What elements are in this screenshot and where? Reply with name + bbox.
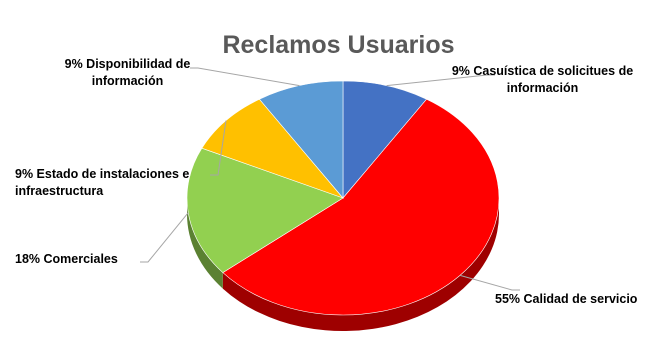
pie-slice-0 (342, 80, 428, 199)
leader-line-4 (190, 67, 300, 87)
data-label-casuistica: 9% Casuística de solicitues de informaci… (451, 64, 634, 95)
pie-side-1 (222, 198, 499, 332)
pie-slice-1 (222, 98, 500, 316)
leader-line-3 (210, 120, 227, 176)
pie-slice-4 (258, 80, 344, 199)
data-label-disponibilidad: 9% Disponibilidad de información (64, 57, 191, 88)
chart-title: Reclamos Usuarios (222, 31, 455, 59)
data-label-estado-instalaciones: 9% Estado de instalaciones e infraestruc… (15, 167, 190, 198)
pie-side-2 (187, 198, 223, 289)
leader-line-2 (140, 212, 189, 263)
leader-line-0 (386, 74, 495, 87)
leader-line-1 (459, 274, 520, 291)
pie-slice-2 (186, 147, 344, 273)
data-label-comerciales: 18% Comerciales (15, 252, 118, 266)
data-label-calidad-servicio: 55% Calidad de servicio (495, 292, 638, 306)
